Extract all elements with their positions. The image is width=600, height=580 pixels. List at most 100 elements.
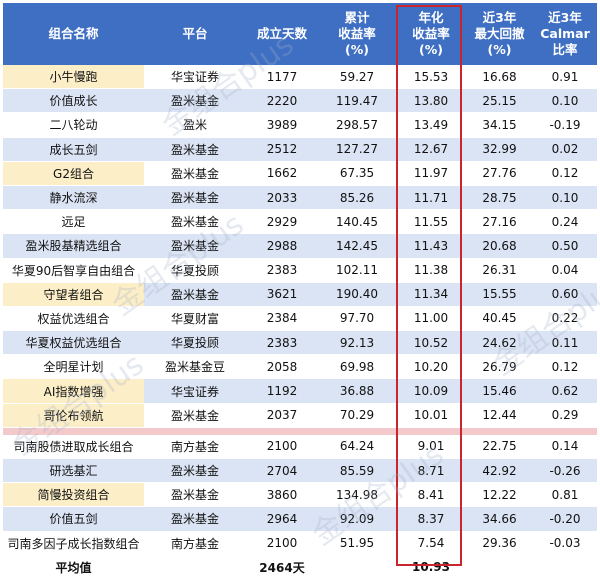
cell-max-drawdown: 26.31 xyxy=(466,258,533,283)
cell-calmar: 0.04 xyxy=(533,258,597,283)
cell-annual-return: 11.38 xyxy=(396,258,466,283)
cell-fund-name: AI指数增强 xyxy=(3,378,144,404)
cell-days: 2512 xyxy=(246,137,318,162)
cell-annual-return: 11.00 xyxy=(396,306,466,332)
cell-calmar: 0.12 xyxy=(533,354,597,380)
average-annual-return: 10.93 xyxy=(396,555,466,580)
header-name: 组合名称 xyxy=(3,3,144,65)
cell-fund-name: 二八轮动 xyxy=(3,112,144,138)
cell-days: 2384 xyxy=(246,306,318,332)
cell-cumulative-return: 85.59 xyxy=(318,458,396,484)
cell-cumulative-return: 298.57 xyxy=(318,112,396,138)
average-calmar xyxy=(533,555,597,580)
header-row: 组合名称 平台 成立天数 累计 收益率 (%) 年化 收益率 (%) 近3年 最… xyxy=(3,3,597,65)
table-row: 远足 盈米基金 2929 140.45 11.55 27.16 0.24 xyxy=(3,209,597,235)
header-calmar: 近3年 Calmar 比率 xyxy=(533,3,597,65)
cell-platform: 盈米基金 xyxy=(144,482,246,508)
fund-ranking-table: 组合名称 平台 成立天数 累计 收益率 (%) 年化 收益率 (%) 近3年 最… xyxy=(3,3,597,580)
table-row: 研选基汇 盈米基金 2704 85.59 8.71 42.92 -0.26 xyxy=(3,458,597,484)
cell-annual-return: 15.53 xyxy=(396,65,466,90)
cell-calmar: -0.26 xyxy=(533,458,597,484)
cell-calmar: 0.81 xyxy=(533,482,597,508)
cell-calmar: 0.14 xyxy=(533,434,597,459)
average-dd xyxy=(466,555,533,580)
cell-annual-return: 10.52 xyxy=(396,330,466,356)
separator-bar xyxy=(3,427,597,435)
cell-max-drawdown: 42.92 xyxy=(466,458,533,484)
cell-fund-name: 盈米股基精选组合 xyxy=(3,233,144,259)
cell-max-drawdown: 15.46 xyxy=(466,378,533,404)
group-separator xyxy=(3,427,597,435)
cell-annual-return: 8.71 xyxy=(396,458,466,484)
cell-cumulative-return: 85.26 xyxy=(318,185,396,211)
average-cum xyxy=(318,555,396,580)
cell-annual-return: 10.20 xyxy=(396,354,466,380)
table-row: 权益优选组合 华夏财富 2384 97.70 11.00 40.45 0.22 xyxy=(3,306,597,332)
cell-cumulative-return: 140.45 xyxy=(318,209,396,235)
cell-calmar: 0.10 xyxy=(533,88,597,114)
cell-fund-name: 权益优选组合 xyxy=(3,306,144,332)
cell-annual-return: 9.01 xyxy=(396,434,466,459)
cell-max-drawdown: 34.15 xyxy=(466,112,533,138)
cell-fund-name: G2组合 xyxy=(3,161,144,186)
cell-max-drawdown: 16.68 xyxy=(466,65,533,90)
cell-days: 3860 xyxy=(246,482,318,508)
cell-calmar: -0.19 xyxy=(533,112,597,138)
cell-platform: 盈米基金 xyxy=(144,233,246,259)
cell-calmar: 0.11 xyxy=(533,330,597,356)
cell-platform: 盈米 xyxy=(144,112,246,138)
cell-cumulative-return: 67.35 xyxy=(318,161,396,186)
cell-platform: 华夏投顾 xyxy=(144,258,246,283)
cell-days: 2037 xyxy=(246,403,318,428)
header-platform: 平台 xyxy=(144,3,246,65)
cell-cumulative-return: 69.98 xyxy=(318,354,396,380)
cell-annual-return: 11.71 xyxy=(396,185,466,211)
cell-days: 2220 xyxy=(246,88,318,114)
header-days: 成立天数 xyxy=(246,3,318,65)
cell-days: 2383 xyxy=(246,330,318,356)
average-label: 平均值 xyxy=(3,555,144,580)
header-cumulative-return: 累计 收益率 (%) xyxy=(318,3,396,65)
table-row: G2组合 盈米基金 1662 67.35 11.97 27.76 0.12 xyxy=(3,161,597,186)
cell-max-drawdown: 25.15 xyxy=(466,88,533,114)
cell-platform: 华夏财富 xyxy=(144,306,246,332)
cell-calmar: -0.20 xyxy=(533,506,597,532)
cell-cumulative-return: 127.27 xyxy=(318,137,396,162)
cell-platform: 盈米基金 xyxy=(144,506,246,532)
cell-calmar: 0.02 xyxy=(533,137,597,162)
cell-cumulative-return: 97.70 xyxy=(318,306,396,332)
table-row: 简慢投资组合 盈米基金 3860 134.98 8.41 12.22 0.81 xyxy=(3,482,597,508)
cell-days: 1662 xyxy=(246,161,318,186)
cell-max-drawdown: 26.79 xyxy=(466,354,533,380)
cell-days: 1192 xyxy=(246,378,318,404)
cell-platform: 盈米基金 xyxy=(144,209,246,235)
cell-days: 2964 xyxy=(246,506,318,532)
cell-days: 2383 xyxy=(246,258,318,283)
cell-cumulative-return: 92.13 xyxy=(318,330,396,356)
cell-max-drawdown: 29.36 xyxy=(466,531,533,556)
cell-days: 2033 xyxy=(246,185,318,211)
cell-platform: 盈米基金 xyxy=(144,161,246,186)
table-row: 静水流深 盈米基金 2033 85.26 11.71 28.75 0.10 xyxy=(3,185,597,211)
cell-platform: 华宝证券 xyxy=(144,65,246,90)
table-row: 守望者组合 盈米基金 3621 190.40 11.34 15.55 0.60 xyxy=(3,282,597,307)
cell-platform: 盈米基金 xyxy=(144,282,246,307)
cell-fund-name: 静水流深 xyxy=(3,185,144,211)
cell-max-drawdown: 20.68 xyxy=(466,233,533,259)
cell-calmar: 0.29 xyxy=(533,403,597,428)
cell-fund-name: 华夏权益优选组合 xyxy=(3,330,144,356)
cell-days: 3989 xyxy=(246,112,318,138)
cell-fund-name: 研选基汇 xyxy=(3,458,144,484)
cell-annual-return: 13.49 xyxy=(396,112,466,138)
cell-calmar: 0.24 xyxy=(533,209,597,235)
cell-max-drawdown: 22.75 xyxy=(466,434,533,459)
cell-calmar: 0.10 xyxy=(533,185,597,211)
cell-cumulative-return: 70.29 xyxy=(318,403,396,428)
cell-annual-return: 10.01 xyxy=(396,403,466,428)
average-platform xyxy=(144,555,246,580)
cell-fund-name: 价值成长 xyxy=(3,88,144,114)
cell-calmar: 0.60 xyxy=(533,282,597,307)
cell-max-drawdown: 24.62 xyxy=(466,330,533,356)
cell-fund-name: 远足 xyxy=(3,209,144,235)
cell-cumulative-return: 134.98 xyxy=(318,482,396,508)
